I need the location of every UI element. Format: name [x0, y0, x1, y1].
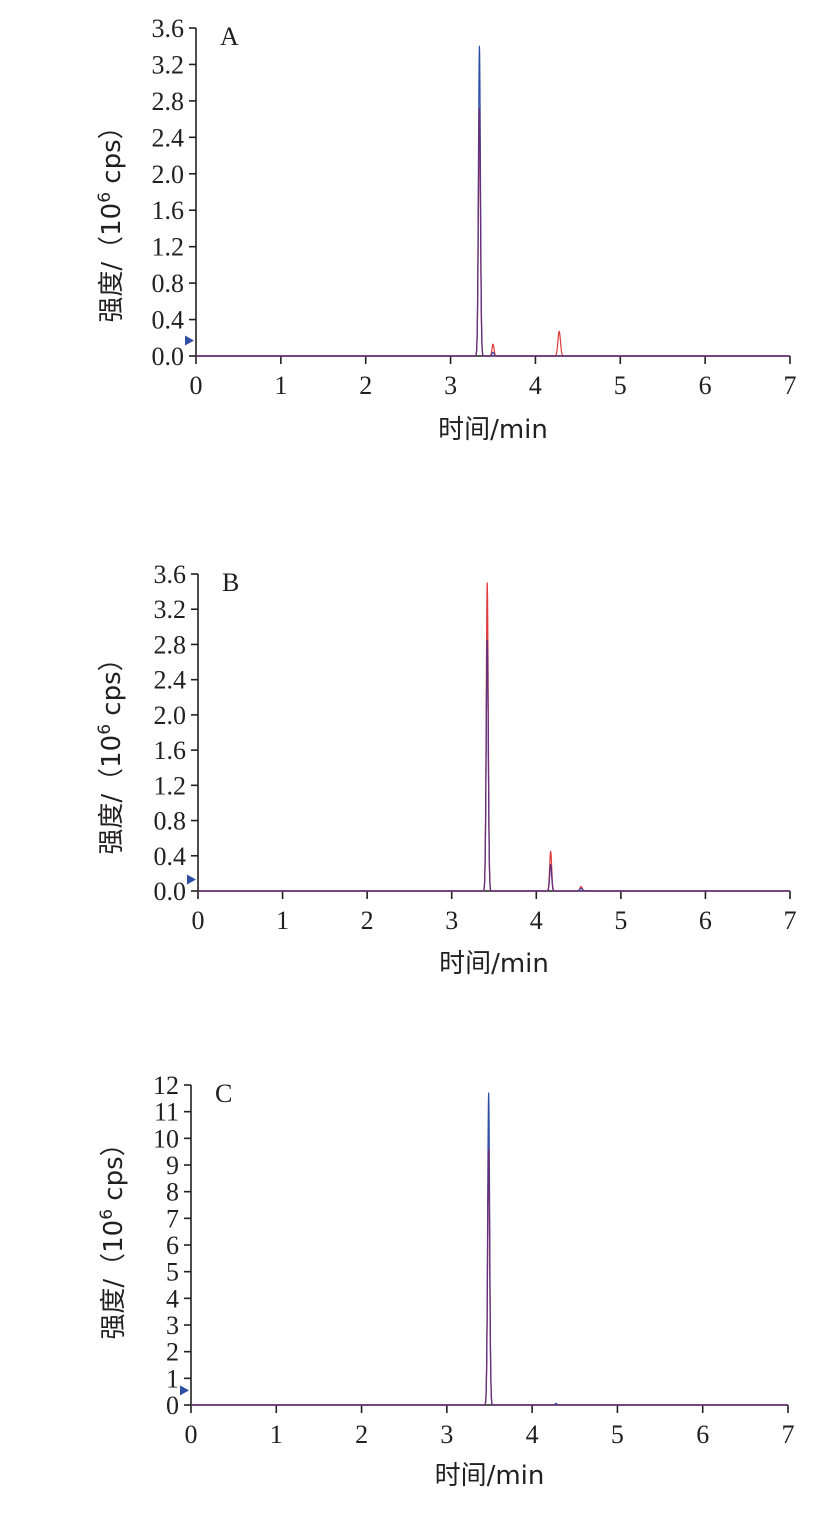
- y-tick-label: 0.4: [154, 842, 187, 871]
- y-tick-label: 1.6: [154, 736, 187, 765]
- series-line-1: [195, 107, 791, 357]
- x-tick-label: 1: [270, 1420, 283, 1449]
- y-tick-label: 2.8: [154, 630, 187, 659]
- y-tick-label: 0: [166, 1391, 179, 1420]
- series-line-2: [195, 45, 791, 357]
- y-axis-title: 强度/（106 cps）: [95, 645, 127, 854]
- panel-label: B: [222, 568, 239, 597]
- x-tick-label: 2: [355, 1420, 368, 1449]
- y-axis-title-sup: 6: [95, 724, 115, 735]
- x-tick-label: 3: [440, 1420, 453, 1449]
- y-tick-label: 0.0: [152, 342, 185, 371]
- x-tick-label: 3: [445, 906, 458, 935]
- y-tick-label: 3: [166, 1311, 179, 1340]
- y-tick-label: 0.0: [154, 877, 187, 906]
- series-line-3: [195, 107, 791, 357]
- y-tick-label: 0.4: [152, 306, 185, 335]
- x-axis-title: 时间/min: [435, 1461, 545, 1491]
- x-axis-title: 时间/min: [438, 415, 548, 445]
- y-axis-title-main: 强度/（10: [97, 735, 127, 855]
- y-tick-label: 5: [166, 1258, 179, 1287]
- panel-label: C: [215, 1079, 232, 1108]
- x-tick-label: 2: [361, 906, 374, 935]
- x-tick-label: 0: [192, 906, 205, 935]
- chart-panel-b: 0.0 0.4 0.8 1.2 1.6 2.0 2.4 2.8 3.2 3.6 0 1 2 3 4 5 6 7 B 时…: [95, 560, 797, 979]
- x-tick-label: 4: [530, 906, 543, 935]
- series-line-3: [190, 1148, 789, 1406]
- y-axis-title: 强度/（106 cps）: [97, 1130, 129, 1339]
- chart-panel-a: 0.0 0.4 0.8 1.2 1.6 2.0 2.4 2.8 3.2 3.6 0 1 2 3 4 5 6 7 A 时…: [95, 14, 797, 445]
- y-tick-label: 4: [166, 1284, 179, 1313]
- x-tick-label: 7: [784, 906, 797, 935]
- y-tick-label: 2.0: [152, 160, 185, 189]
- y-tick-label: 10: [153, 1124, 179, 1153]
- y-tick-label: 7: [166, 1204, 179, 1233]
- y-axis-title-tail: cps）: [99, 1130, 129, 1209]
- y-tick-label: 3.2: [154, 595, 187, 624]
- y-axis-title-tail: cps）: [97, 113, 127, 192]
- y-tick-label: 0.8: [154, 807, 187, 836]
- y-axis-title-main: 强度/（10: [97, 203, 127, 323]
- x-tick-label: 6: [699, 906, 712, 935]
- x-tick-label: 1: [274, 371, 287, 400]
- y-tick-label: 2: [166, 1338, 179, 1367]
- x-tick-label: 0: [185, 1420, 198, 1449]
- x-tick-label: 4: [526, 1420, 539, 1449]
- y-tick-label: 1.2: [154, 771, 187, 800]
- y-tick-label: 6: [166, 1231, 179, 1260]
- series-line-2: [197, 639, 791, 892]
- y-tick-label: 8: [166, 1178, 179, 1207]
- baseline-marker-icon: [185, 335, 194, 346]
- x-tick-label: 5: [614, 371, 627, 400]
- y-tick-label: 12: [153, 1071, 179, 1100]
- y-tick-label: 3.2: [152, 50, 185, 79]
- x-tick-label: 5: [614, 906, 627, 935]
- baseline-marker-icon: [187, 874, 196, 885]
- x-tick-label: 3: [444, 371, 457, 400]
- y-tick-label: 1: [166, 1364, 179, 1393]
- baseline-marker-icon: [180, 1385, 189, 1396]
- y-axis-title-tail: cps）: [97, 645, 127, 724]
- x-tick-label: 5: [611, 1420, 624, 1449]
- y-axis-title: 强度/（106 cps）: [95, 113, 127, 322]
- panel-label: A: [220, 22, 239, 51]
- x-tick-label: 0: [190, 371, 203, 400]
- y-tick-label: 2.8: [152, 87, 185, 116]
- y-axis-title-sup: 6: [95, 192, 115, 203]
- y-tick-label: 2.0: [154, 701, 187, 730]
- x-tick-label: 4: [529, 371, 542, 400]
- y-tick-label: 3.6: [152, 14, 185, 43]
- y-tick-label: 1.2: [152, 233, 185, 262]
- x-tick-label: 7: [782, 1420, 795, 1449]
- y-tick-label: 2.4: [152, 123, 185, 152]
- y-axis-title-sup: 6: [97, 1209, 117, 1220]
- x-axis-title: 时间/min: [439, 949, 549, 979]
- x-tick-label: 6: [696, 1420, 709, 1449]
- y-tick-label: 0.8: [152, 269, 185, 298]
- x-tick-label: 7: [784, 371, 797, 400]
- x-tick-label: 6: [699, 371, 712, 400]
- y-tick-label: 1.6: [152, 196, 185, 225]
- y-tick-label: 11: [154, 1098, 179, 1127]
- series-line-3: [197, 639, 791, 892]
- y-tick-label: 2.4: [154, 666, 187, 695]
- y-axis-title-main: 强度/（10: [99, 1220, 129, 1340]
- x-tick-label: 1: [276, 906, 289, 935]
- y-tick-label: 9: [166, 1151, 179, 1180]
- series-line-1: [197, 582, 791, 892]
- y-tick-label: 3.6: [154, 560, 187, 589]
- x-tick-label: 2: [359, 371, 372, 400]
